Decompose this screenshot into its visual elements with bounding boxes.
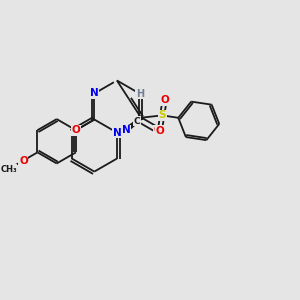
Text: O: O <box>154 125 162 135</box>
Text: CH₃: CH₃ <box>0 165 17 174</box>
Text: S: S <box>158 110 166 120</box>
Text: O: O <box>19 155 28 166</box>
Text: O: O <box>71 125 80 135</box>
Text: N: N <box>112 128 121 137</box>
Text: O: O <box>160 95 169 105</box>
Text: C: C <box>134 117 140 126</box>
Text: N: N <box>122 125 131 135</box>
Text: N: N <box>90 88 99 98</box>
Text: H: H <box>136 88 144 98</box>
Text: O: O <box>155 126 164 136</box>
